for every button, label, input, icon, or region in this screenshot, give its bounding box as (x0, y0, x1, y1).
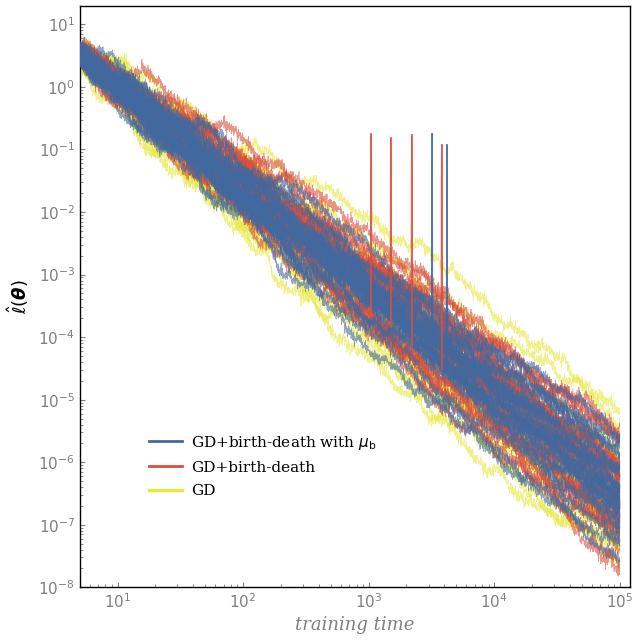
Y-axis label: $\hat{\ell}(\boldsymbol{\theta})$: $\hat{\ell}(\boldsymbol{\theta})$ (6, 279, 31, 314)
Legend: GD+birth-death with $\mu_{\mathrm{b}}$, GD+birth-death, GD: GD+birth-death with $\mu_{\mathrm{b}}$, … (142, 428, 383, 504)
X-axis label: training time: training time (295, 616, 415, 634)
